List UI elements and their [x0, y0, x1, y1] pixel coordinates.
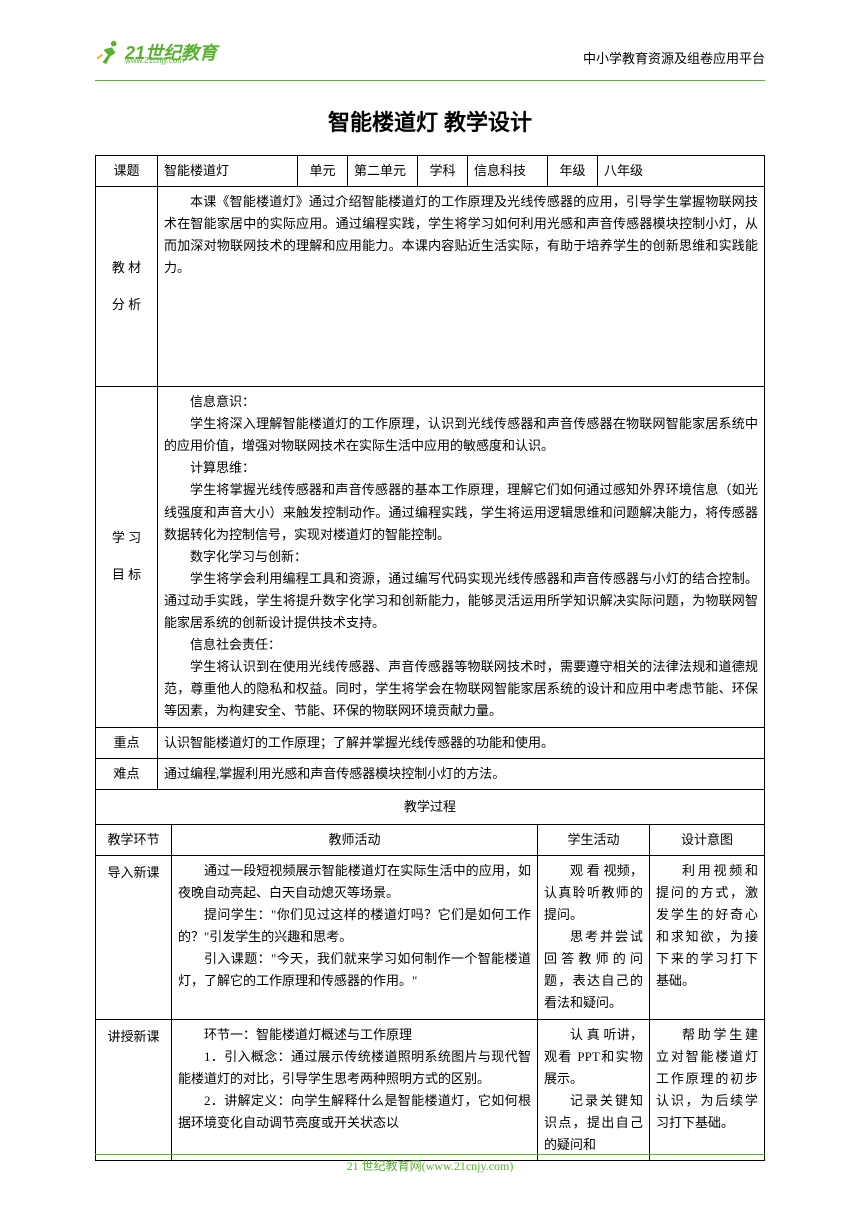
table-row-learning-goals: 学 习目 标 信息意识： 学生将深入理解智能楼道灯的工作原理，认识到光线传感器和… [96, 387, 765, 727]
cell-nianji-value: 八年级 [598, 156, 765, 187]
footer-text: 21 世纪教育网(www.21cnjy.com) [0, 1157, 860, 1174]
page-header: 21世纪教育 www.21cnjy.com 中小学教育资源及组卷应用平台 [95, 30, 765, 80]
cell-daoru-label: 导入新课 [96, 855, 172, 1019]
table-row-key-points: 重点 认识智能楼道灯的工作原理；了解并掌握光线传感器的功能和使用。 [96, 727, 765, 758]
cell-xuexi-label: 学 习目 标 [96, 387, 158, 727]
table-row-process-columns: 教学环节 教师活动 学生活动 设计意图 [96, 824, 765, 855]
cell-danyuan-label: 单元 [298, 156, 348, 187]
cell-proc-h1: 教学环节 [96, 824, 172, 855]
cell-daoru-student: 观 看 视频，认真聆听教师的提问。 思考并尝试回答教师的问题，表达自己的看法和疑… [538, 855, 650, 1019]
cell-jiangshou-teacher: 环节一：智能楼道灯概述与工作原理 1．引入概念：通过展示传统楼道照明系统图片与现… [172, 1019, 538, 1161]
teaching-process-table: 教学环节 教师活动 学生活动 设计意图 导入新课 通过一段短视频展示智能楼道灯在… [95, 824, 765, 1161]
header-divider [95, 80, 765, 81]
cell-jiangshou-label: 讲授新课 [96, 1019, 172, 1161]
cell-proc-h4: 设计意图 [650, 824, 765, 855]
header-platform-text: 中小学教育资源及组卷应用平台 [583, 48, 765, 67]
cell-keti-value: 智能楼道灯 [158, 156, 298, 187]
cell-jiangshou-student: 认 真 听讲，观看 PPT和实物展示。 记录关键知识点，提出自己的疑问和 [538, 1019, 650, 1161]
cell-daoru-intent: 利用视频和提问的方式，激发学生的好奇心和求知欲，为接下来的学习打下基础。 [650, 855, 765, 1019]
cell-jiangshou-intent: 帮助学生建立对智能楼道灯工作原理的初步认识，为后续学习打下基础。 [650, 1019, 765, 1161]
table-row-process-header: 教学过程 [96, 789, 765, 824]
document-title: 智能楼道灯 教学设计 [95, 105, 765, 137]
cell-xuexi-content: 信息意识： 学生将深入理解智能楼道灯的工作原理，认识到光线传感器和声音传感器在物… [158, 387, 765, 727]
cell-nandian-label: 难点 [96, 758, 158, 789]
cell-process-header: 教学过程 [96, 789, 765, 824]
cell-xueke-label: 学科 [418, 156, 468, 187]
cell-daoru-teacher: 通过一段短视频展示智能楼道灯在实际生活中的应用，如夜晚自动亮起、白天自动熄灭等场… [172, 855, 538, 1019]
lesson-plan-table: 课题 智能楼道灯 单元 第二单元 学科 信息科技 年级 八年级 教 材分 析 本… [95, 155, 765, 825]
cell-nandian-content: 通过编程,掌握利用光感和声音传感器模块控制小灯的方法。 [158, 758, 765, 789]
cell-xueke-value: 信息科技 [468, 156, 548, 187]
cell-nianji-label: 年级 [548, 156, 598, 187]
cell-proc-h2: 教师活动 [172, 824, 538, 855]
document-body: 智能楼道灯 教学设计 课题 智能楼道灯 单元 第二单元 学科 信息科技 年级 八… [95, 105, 765, 1161]
table-row-teach-lesson: 讲授新课 环节一：智能楼道灯概述与工作原理 1．引入概念：通过展示传统楼道照明系… [96, 1019, 765, 1161]
logo-url: www.21cnjy.com [125, 56, 184, 65]
table-row-difficulties: 难点 通过编程,掌握利用光感和声音传感器模块控制小灯的方法。 [96, 758, 765, 789]
cell-zhongdian-content: 认识智能楼道灯的工作原理；了解并掌握光线传感器的功能和使用。 [158, 727, 765, 758]
cell-danyuan-value: 第二单元 [348, 156, 418, 187]
footer-divider [95, 1154, 765, 1155]
table-row-material-analysis: 教 材分 析 本课《智能楼道灯》通过介绍智能楼道灯的工作原理及光线传感器的应用，… [96, 187, 765, 387]
cell-jiaocai-content: 本课《智能楼道灯》通过介绍智能楼道灯的工作原理及光线传感器的应用，引导学生掌握物… [158, 187, 765, 387]
cell-zhongdian-label: 重点 [96, 727, 158, 758]
table-row-topic: 课题 智能楼道灯 单元 第二单元 学科 信息科技 年级 八年级 [96, 156, 765, 187]
cell-proc-h3: 学生活动 [538, 824, 650, 855]
runner-icon [95, 38, 123, 66]
cell-keti-label: 课题 [96, 156, 158, 187]
table-row-intro-lesson: 导入新课 通过一段短视频展示智能楼道灯在实际生活中的应用，如夜晚自动亮起、白天自… [96, 855, 765, 1019]
cell-jiaocai-label: 教 材分 析 [96, 187, 158, 387]
